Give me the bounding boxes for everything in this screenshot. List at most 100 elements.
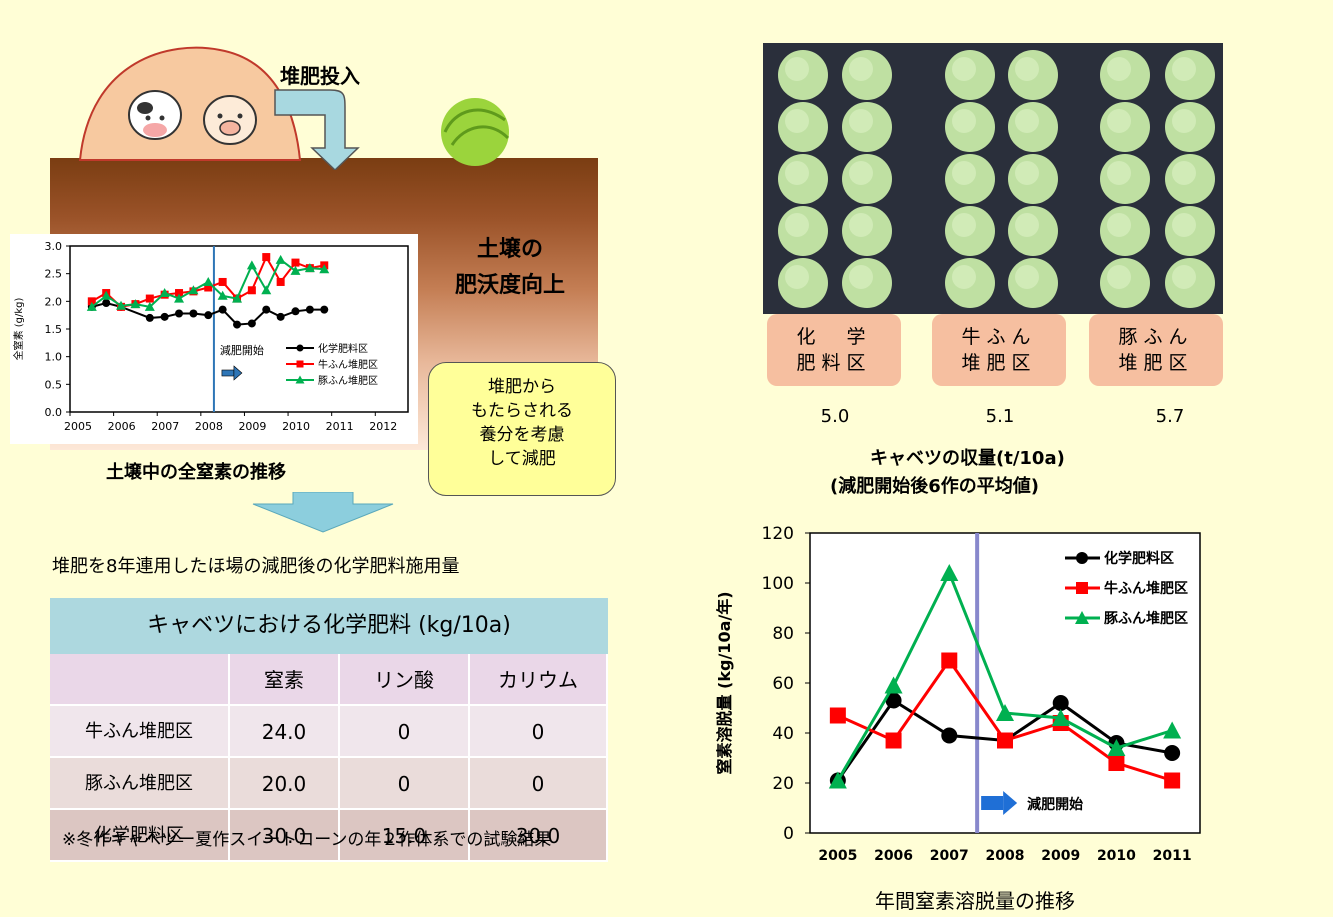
- table-cell: 24.0: [230, 706, 340, 758]
- data-point: [1051, 709, 1070, 726]
- y-tick-label: 0.0: [45, 406, 63, 419]
- table-row: 豚ふん堆肥区 20.0 0 0: [50, 758, 608, 810]
- x-tick-label: 2011: [326, 420, 354, 433]
- data-point: [203, 276, 214, 286]
- legend-marker: [295, 375, 305, 384]
- header-cell: 窒素: [230, 654, 340, 706]
- data-point: [1052, 695, 1069, 711]
- data-point: [218, 305, 227, 314]
- legend-marker: [1075, 611, 1089, 624]
- x-tick-label: 2007: [151, 420, 179, 433]
- table-row: 牛ふん堆肥区 24.0 0 0: [50, 706, 608, 758]
- series-line: [91, 301, 325, 326]
- data-point: [159, 288, 170, 298]
- annotation-label: 減肥開始: [220, 343, 264, 357]
- cabbage-highlight: [1015, 57, 1039, 81]
- data-point: [275, 254, 286, 264]
- table-cell: 15.0: [340, 810, 470, 862]
- pig-icon: [203, 95, 257, 145]
- cabbage-highlight: [785, 265, 809, 289]
- data-point: [320, 305, 329, 314]
- data-point: [884, 676, 903, 694]
- table-cell: 30.0: [470, 810, 608, 862]
- data-point: [204, 311, 213, 320]
- data-point: [247, 319, 256, 328]
- plot-label-chemical: 化 学肥料区: [767, 314, 901, 386]
- table-row: 化学肥料区 30.0 15.0 30.0: [50, 810, 608, 862]
- data-point: [144, 301, 155, 311]
- cabbage-highlight: [952, 265, 976, 289]
- data-point: [829, 707, 846, 724]
- data-point: [319, 264, 330, 274]
- data-point: [145, 294, 154, 303]
- row-label: 豚ふん堆肥区: [50, 758, 230, 810]
- compost-input-label: 堆肥投入: [280, 64, 360, 88]
- table-cell: 0: [340, 758, 470, 810]
- data-point: [246, 260, 257, 270]
- y-tick-label: 1.5: [45, 323, 63, 336]
- cabbage-highlight: [849, 109, 873, 133]
- data-point: [189, 309, 198, 318]
- data-point: [1107, 739, 1126, 756]
- legend-marker: [296, 344, 304, 352]
- annotation-arrow-head: [1003, 791, 1018, 815]
- cabbage-highlight: [1015, 109, 1039, 133]
- plot-frame: [809, 532, 1201, 834]
- y-axis-label: 全窒素 (g/kg): [12, 297, 25, 360]
- cabbage-highlight: [1107, 109, 1131, 133]
- cabbage-highlight: [1107, 265, 1131, 289]
- table-footnote: ※冬作キャベツー夏作スイートコーンの年２作体系での試験結果: [62, 830, 552, 850]
- data-point: [885, 692, 902, 709]
- data-point: [941, 652, 958, 669]
- table-cell: 20.0: [230, 758, 340, 810]
- soil-chart-caption: 土壌中の全窒素の推移: [106, 462, 286, 483]
- cabbage-highlight: [849, 265, 873, 289]
- x-tick-label: 2012: [369, 420, 397, 433]
- data-point: [304, 263, 315, 273]
- data-point: [261, 285, 272, 295]
- data-point: [291, 307, 300, 316]
- data-point: [188, 285, 199, 295]
- fertilizer-table: キャベツにおける化学肥料 (kg/10a) 窒素 リン酸 カリウム 牛ふん堆肥区…: [50, 598, 608, 862]
- soil-fertility-label: 土壌の 肥沃度向上: [454, 237, 565, 298]
- cabbage-highlight: [785, 213, 809, 237]
- data-point: [116, 300, 127, 310]
- x-tick-label: 2009: [238, 420, 266, 433]
- flow-caption: 堆肥を8年連用したほ場の減肥後の化学肥料施用量: [52, 556, 460, 577]
- x-tick-label: 2008: [986, 848, 1025, 864]
- annotation-label: 減肥開始: [1027, 796, 1083, 813]
- data-point: [828, 771, 847, 789]
- legend-marker: [296, 360, 304, 368]
- plot-label-cattle: 牛ふん 堆肥区: [932, 314, 1066, 386]
- x-tick-label: 2011: [1153, 848, 1192, 864]
- data-point: [1164, 745, 1181, 761]
- header-cell: カリウム: [470, 654, 608, 706]
- cabbage-highlight: [952, 213, 976, 237]
- y-tick-label: 40: [772, 724, 794, 744]
- y-tick-label: 0.5: [45, 378, 63, 391]
- yield-caption: キャベツの収量(t/10a): [870, 448, 1065, 469]
- header-cell: [50, 654, 230, 706]
- cabbage-highlight: [1172, 265, 1196, 289]
- data-point: [175, 289, 184, 298]
- cabbage-highlight: [1172, 109, 1196, 133]
- cabbage-highlight: [849, 57, 873, 81]
- y-tick-label: 2.0: [45, 295, 63, 308]
- data-point: [86, 301, 97, 311]
- data-point: [997, 732, 1013, 749]
- compost-illustration: [78, 46, 510, 170]
- legend-label: 化学肥料区: [318, 342, 368, 355]
- leaching-caption: 年間窒素溶脱量の推移: [875, 889, 1075, 913]
- cabbage-highlight: [785, 161, 809, 185]
- x-tick-label: 2008: [195, 420, 223, 433]
- table-cell: 0: [470, 758, 608, 810]
- down-arrow-icon: [252, 492, 394, 533]
- cabbage-highlight: [785, 57, 809, 81]
- x-tick-label: 2005: [818, 848, 857, 864]
- y-tick-label: 1.0: [45, 351, 63, 364]
- y-tick-label: 2.5: [45, 268, 63, 281]
- x-tick-label: 2009: [1041, 848, 1080, 864]
- yield-chemical: 5.0: [820, 406, 850, 427]
- annotation-arrow: [221, 369, 235, 377]
- x-tick-label: 2010: [282, 420, 310, 433]
